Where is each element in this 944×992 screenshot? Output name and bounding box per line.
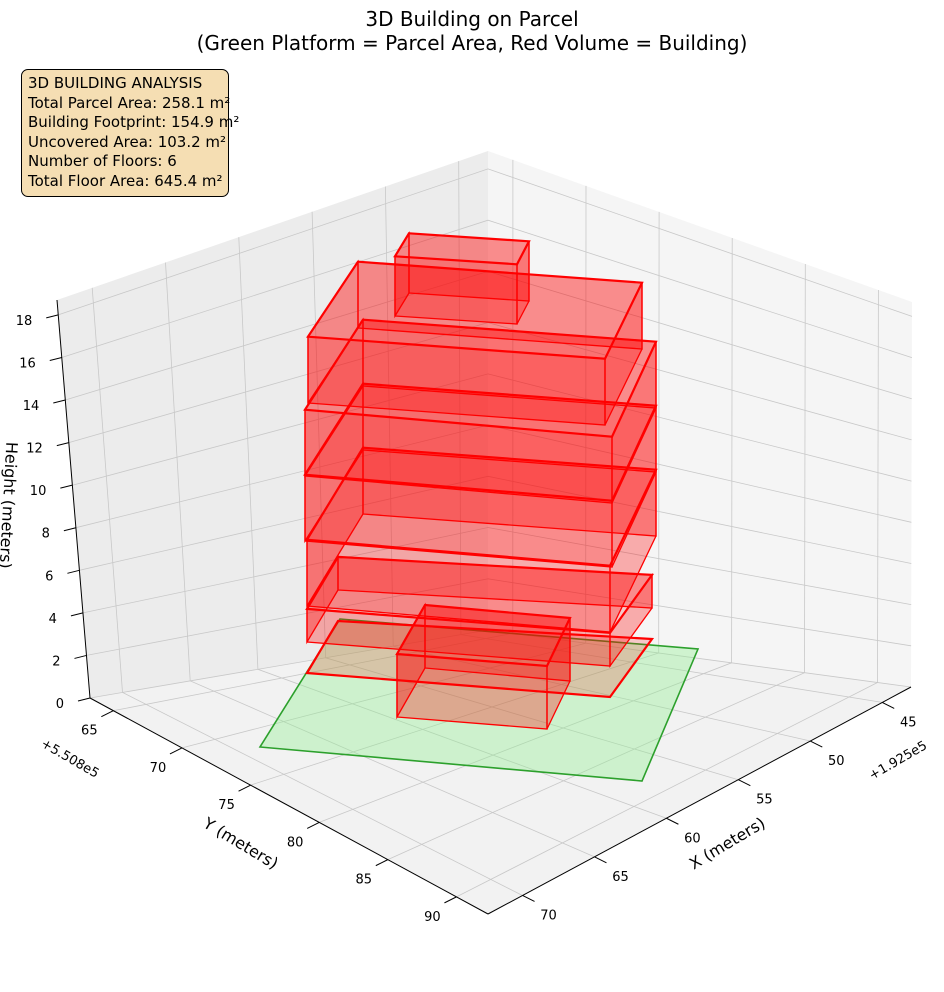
- parcel-polygon: [258, 618, 700, 782]
- floor-block-5-top-face: [303, 318, 658, 438]
- z-tick-label: 8: [42, 527, 50, 542]
- y-tick-mark: [306, 821, 320, 829]
- x-tick-label: 70: [540, 908, 557, 923]
- analysis-heading: 3D BUILDING ANALYSIS: [28, 74, 203, 92]
- building-volume: [303, 230, 658, 730]
- floor-block-6-front-face: [394, 255, 518, 325]
- y-axis-line: [89, 697, 489, 915]
- analysis-line: Number of Floors: 6: [28, 152, 177, 171]
- x-tick-label: 65: [612, 870, 629, 885]
- parcel-platform: [258, 618, 700, 782]
- z-tick-mark: [74, 654, 87, 659]
- x-tick-mark: [666, 817, 679, 825]
- z-tick-label: 6: [45, 569, 53, 584]
- tick-marks-and-labels: 45 50 55 60 65 70 65 70 75 80 85 90 0 2 4 6 8 10 12 14 16 18: [16, 314, 917, 925]
- chart-title-line-2: (Green Platform = Parcel Area, Red Volum…: [197, 31, 748, 55]
- analysis-line: Total Parcel Area: 258.1 m²: [28, 93, 231, 112]
- y-tick-label: 80: [287, 835, 304, 850]
- x-tick-mark: [810, 740, 823, 748]
- y-tick-mark: [169, 747, 183, 755]
- y-tick-label: 70: [150, 761, 167, 776]
- z-grid-line: [58, 168, 913, 317]
- z-tick-label: 4: [49, 612, 57, 627]
- z-grid-line: [72, 373, 912, 486]
- z-tick-label: 18: [16, 314, 33, 329]
- floor-block-6-top-face: [393, 232, 531, 266]
- z-tick-mark: [46, 314, 59, 319]
- z-tick-label: 14: [23, 399, 40, 414]
- z-grid-line: [61, 219, 913, 358]
- y-tick-label: 90: [424, 910, 441, 925]
- axis-panes: [57, 151, 912, 914]
- z-tick-mark: [49, 356, 62, 361]
- z-grid-line: [82, 527, 912, 614]
- z-tick-label: 12: [26, 442, 43, 457]
- y-tick-mark: [375, 859, 389, 867]
- z-tick-label: 0: [56, 697, 64, 712]
- analysis-info-box: 3D BUILDING ANALYSIS Total Parcel Area: …: [21, 69, 240, 197]
- y-pane: [57, 151, 488, 698]
- y-tick-mark: [238, 784, 251, 792]
- z-tick-mark: [67, 569, 80, 574]
- x-tick-mark: [594, 856, 607, 864]
- x-axis-offset: +1.925e5: [867, 738, 930, 783]
- axis-lines: [56, 299, 912, 915]
- x-tick-mark: [738, 779, 751, 787]
- x-tick-mark: [522, 895, 535, 902]
- z-axis-label: Height (meters): [0, 441, 21, 569]
- floor-block-5-upper-top-face: [306, 260, 644, 360]
- y-axis-offset: +5.508e5: [38, 736, 101, 781]
- z-tick-mark: [53, 399, 66, 404]
- analysis-line: Building Footprint: 154.9 m²: [28, 113, 240, 132]
- y-tick-mark: [101, 710, 114, 718]
- y-tick-label: 65: [81, 724, 98, 739]
- x-tick-label: 50: [828, 754, 845, 769]
- floor-pane: [90, 630, 911, 914]
- analysis-line: Uncovered Area: 103.2 m²: [28, 132, 227, 151]
- z-grid-line: [79, 475, 912, 571]
- core-block-top-face: [395, 603, 572, 668]
- y-tick-mark: [444, 896, 457, 904]
- z-tick-label: 2: [52, 654, 60, 669]
- z-tick-mark: [77, 697, 91, 702]
- z-tick-mark: [60, 484, 73, 489]
- z-tick-label: 16: [19, 356, 36, 371]
- x-tick-label: 55: [756, 793, 773, 808]
- z-axis-line: [56, 299, 91, 699]
- z-tick-mark: [63, 527, 77, 532]
- z-tick-mark: [70, 612, 84, 617]
- x-axis-line: [487, 686, 912, 915]
- z-tick-label: 10: [30, 484, 47, 499]
- y-tick-label: 85: [356, 873, 373, 888]
- z-grid-line: [86, 578, 912, 656]
- analysis-line: Total Floor Area: 645.4 m²: [28, 171, 223, 190]
- x-tick-mark: [882, 701, 895, 709]
- z-tick-mark: [56, 442, 69, 447]
- y-tick-label: 75: [218, 798, 235, 813]
- chart-title-line-1: 3D Building on Parcel: [365, 7, 578, 31]
- floor-slab-ground-top-face: [305, 619, 655, 699]
- x-tick-label: 45: [900, 715, 917, 730]
- x-pane: [488, 151, 912, 687]
- x-tick-label: 60: [684, 831, 701, 846]
- y-axis-label: Y (meters): [199, 813, 281, 873]
